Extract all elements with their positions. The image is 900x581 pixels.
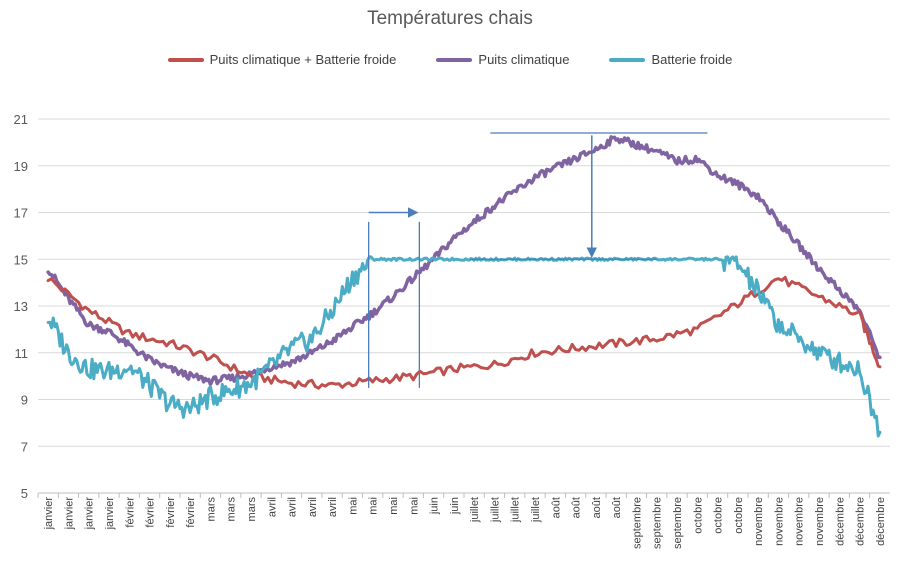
- legend-label: Puits climatique + Batterie froide: [209, 52, 397, 67]
- x-tick-label: novembre: [794, 497, 806, 546]
- x-tick-label: juillet: [489, 497, 501, 523]
- x-tick-label: avril: [287, 497, 299, 517]
- x-tick-label: février: [145, 497, 157, 528]
- x-tick-label: mars: [205, 497, 217, 522]
- y-axis: 5 7 9 11 13 15 17 19 21: [14, 112, 28, 501]
- x-tick-label: octobre: [733, 497, 745, 534]
- x-tick-label: janvier: [43, 497, 55, 531]
- x-tick-label: avril: [307, 497, 319, 517]
- gridlines: [38, 118, 890, 494]
- x-tick-label: mars: [246, 497, 258, 522]
- x-tick-label: août: [571, 497, 583, 518]
- x-tick-label: avril: [327, 497, 339, 517]
- x-tick-label: mai: [388, 497, 400, 515]
- x-axis: janvier janvier janvier janvier février févri…: [37, 493, 887, 549]
- x-tick-label: décembre: [875, 497, 887, 546]
- x-tick-label: avril: [266, 497, 278, 517]
- x-tick-label: septembre: [631, 497, 643, 549]
- x-tick-label: juin: [429, 497, 441, 515]
- legend-label: Puits climatique: [478, 52, 570, 67]
- series-lines: [46, 135, 882, 438]
- legend-item: Puits climatique: [436, 52, 569, 67]
- x-tick-label: novembre: [773, 497, 785, 546]
- y-tick-label: 13: [14, 299, 28, 314]
- x-tick-label: novembre: [814, 497, 826, 546]
- x-tick-label: juillet: [469, 497, 481, 523]
- x-tick-label: octobre: [692, 497, 704, 534]
- x-tick-label: juillet: [530, 497, 542, 523]
- annotations: [368, 132, 708, 388]
- x-tick-label: décembre: [834, 497, 846, 546]
- x-tick-label: février: [124, 497, 136, 528]
- x-tick-label: septembre: [672, 497, 684, 549]
- x-tick-label: août: [550, 497, 562, 518]
- series-line: [46, 135, 882, 387]
- x-tick-label: janvier: [63, 497, 75, 531]
- legend-swatch: [167, 57, 204, 62]
- x-tick-label: mai: [368, 497, 380, 515]
- y-tick-label: 19: [14, 159, 28, 174]
- x-tick-label: août: [611, 497, 623, 518]
- legend-item: Puits climatique + Batterie froide: [167, 52, 397, 67]
- y-tick-label: 15: [14, 252, 28, 267]
- legend-label: Batterie froide: [651, 52, 733, 67]
- y-tick-label: 7: [21, 439, 28, 454]
- y-tick-label: 11: [15, 346, 29, 361]
- x-tick-label: septembre: [652, 497, 664, 549]
- y-tick-label: 5: [21, 486, 28, 501]
- y-tick-label: 17: [14, 206, 28, 221]
- legend-swatch: [609, 57, 646, 62]
- y-tick-label: 9: [21, 393, 28, 408]
- x-tick-label: février: [165, 497, 177, 528]
- x-tick-label: août: [591, 497, 603, 518]
- x-tick-label: décembre: [855, 497, 867, 546]
- legend: Puits climatique + Batterie froide Puits…: [0, 52, 900, 67]
- x-tick-label: mai: [347, 497, 359, 515]
- x-tick-label: novembre: [753, 497, 765, 546]
- chart-title: Températures chais: [367, 8, 533, 29]
- x-tick-label: janvier: [104, 497, 116, 531]
- series-line: [46, 255, 882, 438]
- y-tick-label: 21: [14, 112, 28, 127]
- x-tick-label: février: [185, 497, 197, 528]
- x-tick-label: janvier: [84, 497, 96, 531]
- x-tick-label: octobre: [713, 497, 725, 534]
- x-tick-label: mai: [408, 497, 420, 515]
- legend-item: Batterie froide: [609, 52, 732, 67]
- x-tick-label: mars: [226, 497, 238, 522]
- x-tick-label: juillet: [510, 497, 522, 523]
- legend-swatch: [436, 57, 473, 62]
- x-tick-label: juin: [449, 497, 461, 515]
